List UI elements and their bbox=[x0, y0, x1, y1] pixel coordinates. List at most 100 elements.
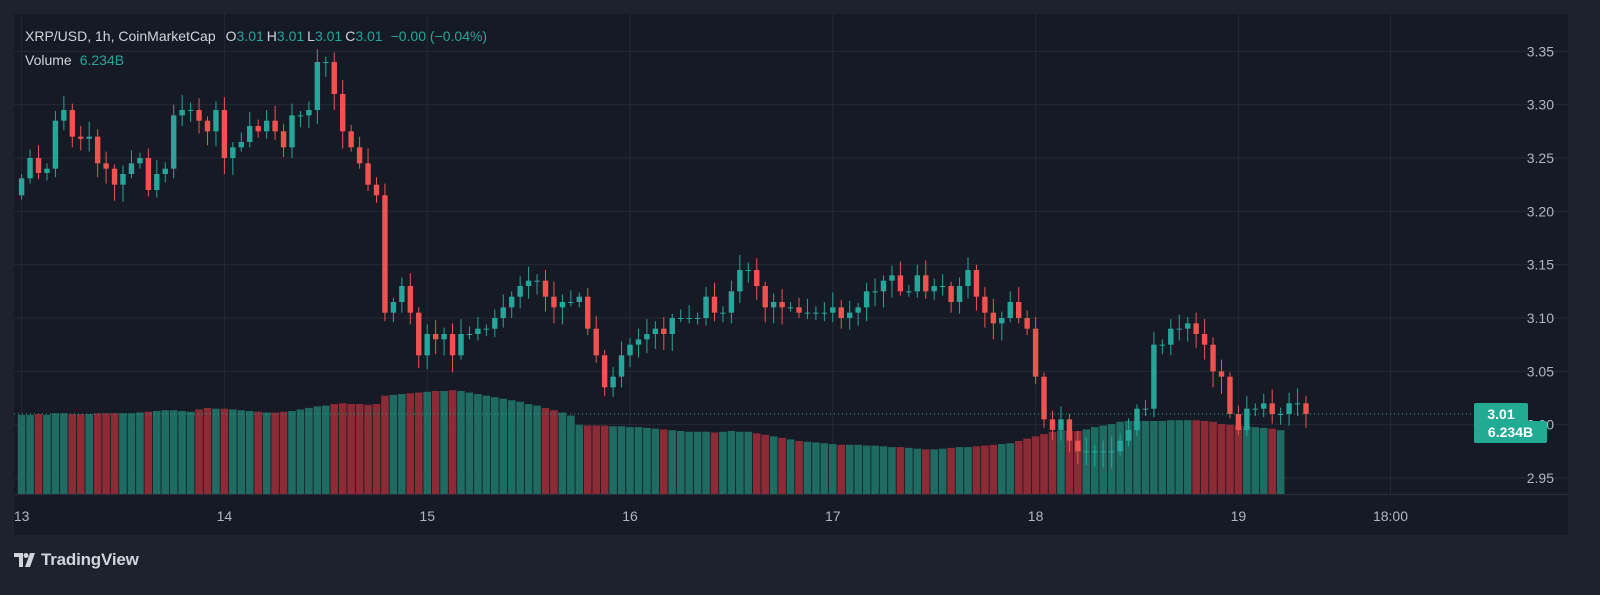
candle-body bbox=[737, 270, 743, 292]
volume-bar bbox=[1251, 427, 1260, 494]
volume-bar bbox=[947, 447, 955, 494]
candle-body bbox=[390, 302, 397, 313]
volume-bar bbox=[1209, 421, 1217, 494]
candle-body bbox=[340, 94, 346, 132]
time-axis-label: 18 bbox=[1028, 508, 1044, 524]
volume-bar bbox=[1014, 440, 1023, 494]
volume-bar bbox=[1243, 426, 1251, 494]
candle-body bbox=[686, 318, 692, 319]
candle-body bbox=[52, 120, 59, 169]
candle-body bbox=[1193, 323, 1199, 334]
symbol-label[interactable]: XRP/USD, 1h, CoinMarketCap bbox=[25, 28, 216, 44]
candle-body bbox=[525, 280, 532, 286]
candle-body bbox=[272, 120, 278, 132]
volume-label[interactable]: Volume bbox=[25, 52, 72, 68]
candle-body bbox=[1235, 414, 1242, 430]
candle-body bbox=[720, 312, 726, 314]
candle-body bbox=[593, 328, 599, 356]
candle-body bbox=[458, 334, 464, 356]
volume-bar bbox=[169, 410, 178, 494]
volume-bar bbox=[26, 414, 34, 494]
candle-body bbox=[86, 136, 92, 139]
volume-bar bbox=[364, 404, 372, 494]
candle-body bbox=[855, 307, 861, 313]
candle-body bbox=[618, 355, 625, 377]
volume-bar bbox=[1276, 430, 1285, 494]
volume-bar bbox=[68, 414, 77, 494]
volume-bar bbox=[262, 412, 271, 494]
volume-bar bbox=[533, 405, 541, 494]
last-price-badge-label: 3.01 bbox=[1487, 406, 1514, 422]
volume-bar bbox=[541, 407, 550, 494]
price-axis-label: 3.20 bbox=[1527, 203, 1554, 219]
candle-body bbox=[1007, 302, 1013, 318]
candle-body bbox=[965, 270, 971, 286]
candle-body bbox=[221, 110, 228, 158]
volume-bar bbox=[110, 413, 119, 494]
candle-body bbox=[914, 275, 920, 292]
volume-bar bbox=[465, 392, 474, 494]
volume-bar bbox=[930, 449, 938, 494]
candle-body bbox=[280, 131, 287, 148]
volume-bar bbox=[1048, 431, 1057, 494]
volume-bar bbox=[550, 410, 558, 494]
chart-pane[interactable]: 3.353.303.253.203.153.103.053.002.95 131… bbox=[14, 14, 1568, 535]
candle-body bbox=[238, 142, 244, 148]
volume-bar bbox=[583, 425, 592, 494]
volume-bar bbox=[1217, 424, 1226, 494]
candle-body bbox=[432, 334, 439, 340]
candle-body bbox=[1185, 323, 1191, 329]
candle-body bbox=[627, 344, 633, 356]
volume-bar bbox=[398, 394, 406, 494]
candle-body bbox=[982, 296, 988, 313]
candle-body bbox=[931, 286, 937, 292]
time-axis-label: 17 bbox=[825, 508, 841, 524]
volume-bar bbox=[575, 424, 584, 494]
volume-bar bbox=[499, 398, 508, 494]
candle-body bbox=[27, 158, 33, 179]
volume-value: 6.234B bbox=[79, 52, 125, 68]
candle-body bbox=[441, 334, 447, 340]
candle-body bbox=[787, 307, 794, 309]
volume-bar bbox=[676, 430, 685, 494]
low-value: 3.01 bbox=[314, 28, 343, 44]
candle-body bbox=[1108, 451, 1115, 453]
candle-body bbox=[534, 280, 540, 282]
volume-bar bbox=[1124, 420, 1133, 494]
time-axis-label: 19 bbox=[1231, 508, 1247, 524]
candle-body bbox=[509, 296, 515, 308]
volume-bar bbox=[1006, 443, 1015, 494]
volume-badge-bg bbox=[1474, 421, 1547, 443]
volume-bar bbox=[854, 444, 862, 494]
candle-body bbox=[644, 334, 650, 340]
candle-body bbox=[661, 328, 667, 334]
volume-bar bbox=[229, 409, 237, 494]
volume-bar bbox=[482, 395, 491, 494]
volume-bar bbox=[338, 403, 347, 494]
volume-bar bbox=[153, 410, 161, 494]
candle-body bbox=[171, 115, 177, 169]
candle-body bbox=[1168, 328, 1174, 345]
candle-body bbox=[1100, 451, 1106, 453]
volume-bar bbox=[279, 411, 288, 494]
chart-legend: XRP/USD, 1h, CoinMarketCap O 3.01 H 3.01 L… bbox=[25, 26, 487, 70]
volume-bar bbox=[685, 431, 693, 494]
volume-bar bbox=[727, 430, 736, 494]
candle-body bbox=[1092, 451, 1098, 453]
volume-bar bbox=[1167, 420, 1175, 494]
volume-bar bbox=[389, 394, 398, 494]
price-chart[interactable]: 3.353.303.253.203.153.103.053.002.95 131… bbox=[14, 14, 1568, 535]
candle-body bbox=[610, 376, 616, 388]
volume-bar bbox=[178, 410, 186, 494]
candle-body bbox=[407, 286, 413, 313]
volume-bar bbox=[288, 410, 296, 494]
tradingview-logo[interactable]: TradingView bbox=[14, 550, 139, 570]
volume-bar bbox=[668, 430, 677, 494]
volume-bar bbox=[144, 411, 153, 494]
volume-bar bbox=[254, 411, 262, 494]
volume-bar bbox=[34, 414, 43, 494]
candle-body bbox=[542, 280, 549, 297]
volume-bar bbox=[507, 400, 516, 494]
last-price-badge-bg bbox=[1474, 403, 1528, 425]
candle-body bbox=[492, 318, 498, 329]
